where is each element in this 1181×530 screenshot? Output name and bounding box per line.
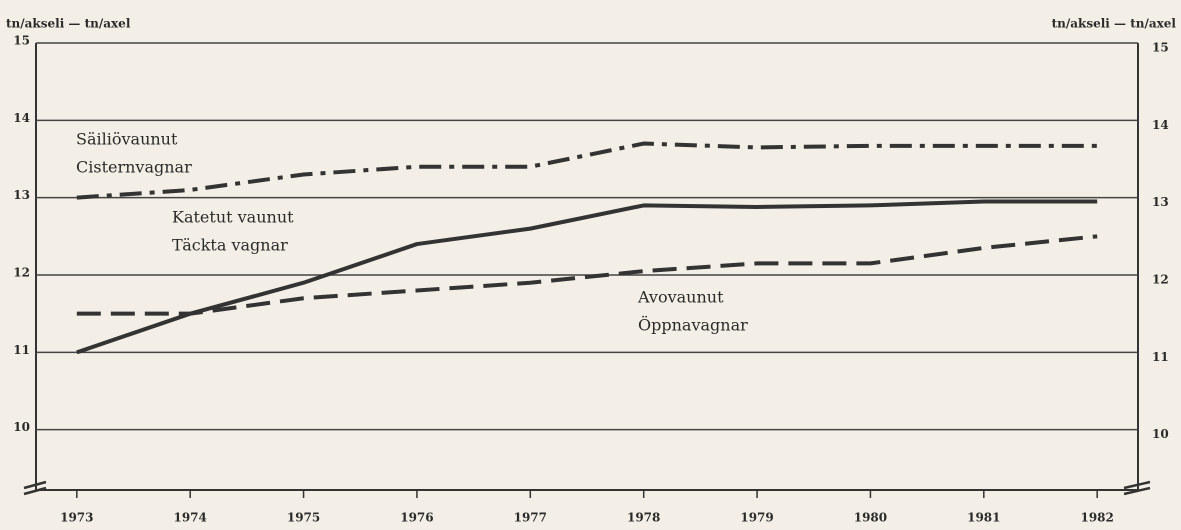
series-label: Katetut vaunut bbox=[172, 208, 294, 227]
y2-tick-label: 15 bbox=[1152, 41, 1169, 55]
series-line bbox=[76, 199, 1098, 355]
x-tick-label: 1982 bbox=[1080, 511, 1113, 525]
series-label: Öppnavagnar bbox=[638, 315, 748, 335]
y2-tick-label: 14 bbox=[1152, 118, 1169, 132]
y2-tick-label: 12 bbox=[1152, 273, 1169, 287]
series-label: Cisternvagnar bbox=[76, 158, 192, 177]
x-tick-label: 1973 bbox=[60, 511, 93, 525]
x-tick-label: 1977 bbox=[514, 511, 547, 525]
y-axis-label: tn/akseli — tn/axel bbox=[6, 17, 131, 31]
x-tick-label: 1976 bbox=[400, 511, 433, 525]
y2-tick-label: 10 bbox=[1152, 427, 1169, 441]
series-label: Täckta vagnar bbox=[172, 236, 288, 255]
x-tick-label: 1974 bbox=[173, 511, 206, 525]
y2-axis-label: tn/akseli — tn/axel bbox=[1052, 17, 1177, 31]
y2-tick-label: 11 bbox=[1152, 350, 1169, 364]
series-label: Säiliövaunut bbox=[76, 130, 178, 149]
axis-break bbox=[23, 480, 47, 496]
x-tick-label: 1979 bbox=[740, 511, 773, 525]
x-tick-label: 1980 bbox=[854, 511, 887, 525]
y-tick-label: 11 bbox=[13, 343, 30, 357]
y-tick-label: 12 bbox=[13, 266, 30, 280]
x-tick-label: 1978 bbox=[627, 511, 660, 525]
x-tick-label: 1981 bbox=[967, 511, 1000, 525]
y-tick-label: 15 bbox=[13, 34, 30, 48]
series-line bbox=[76, 141, 1098, 200]
series-line bbox=[76, 234, 1098, 316]
y2-tick-label: 13 bbox=[1152, 195, 1169, 209]
y-tick-label: 10 bbox=[13, 420, 30, 434]
axis-break bbox=[1123, 480, 1151, 496]
y-tick-label: 14 bbox=[13, 111, 30, 125]
x-tick-label: 1975 bbox=[287, 511, 320, 525]
series-label: Avovaunut bbox=[637, 288, 724, 307]
y-tick-label: 13 bbox=[13, 188, 30, 202]
